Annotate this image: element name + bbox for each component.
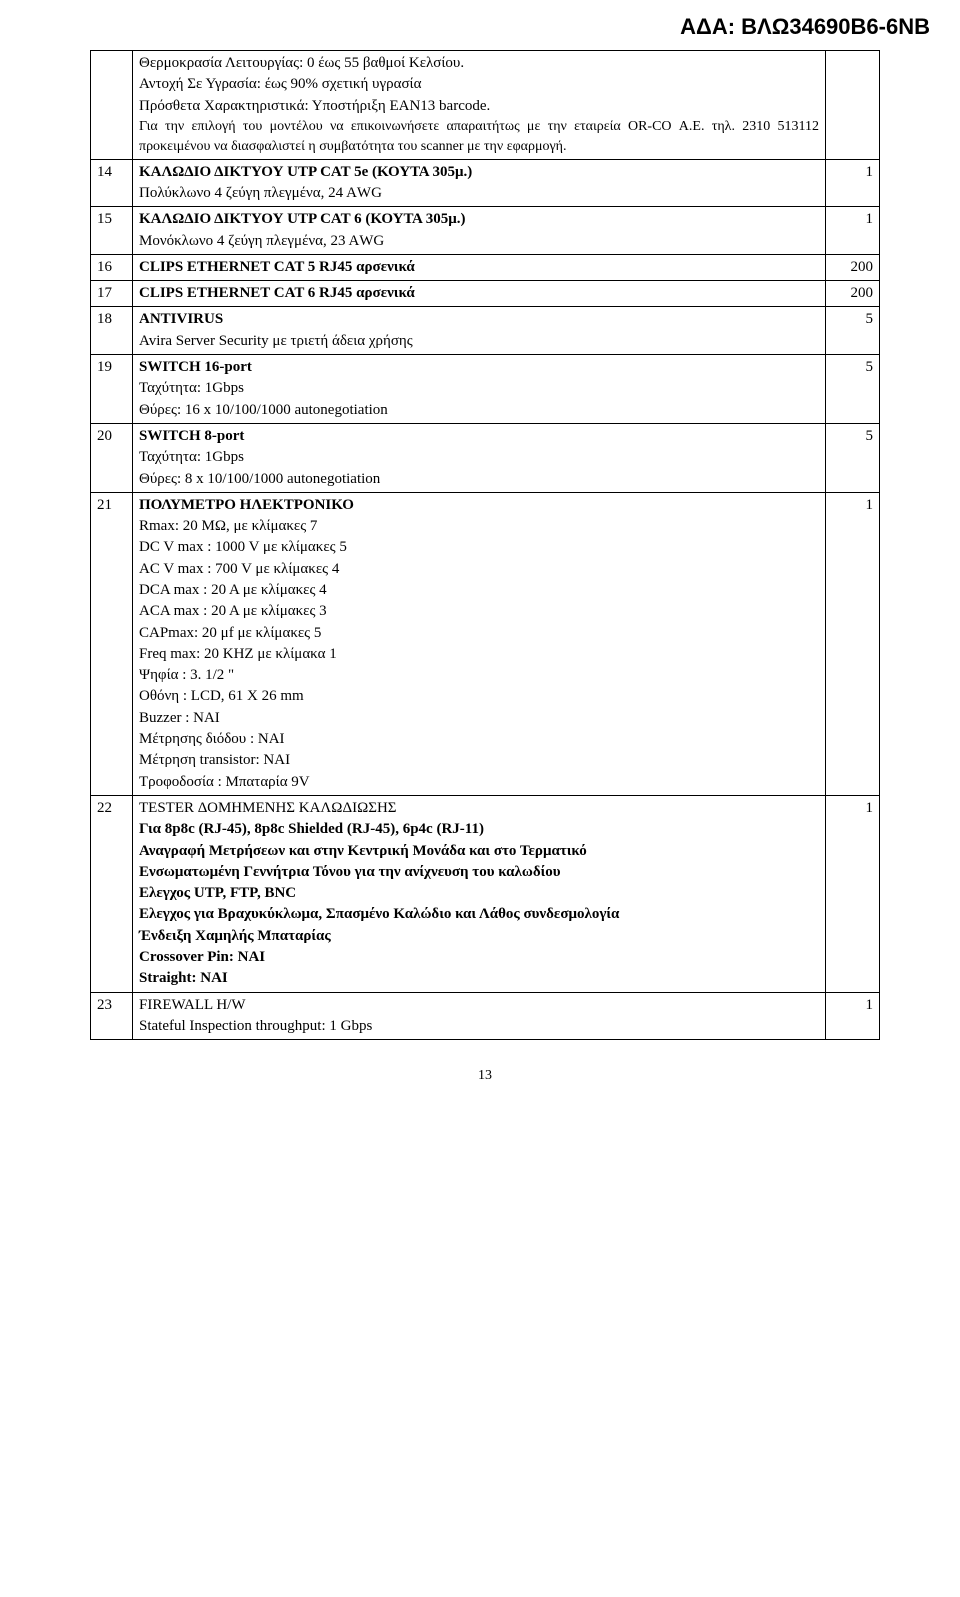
row-desc: ΠΟΛΥΜΕΤΡΟ ΗΛΕΚΤΡΟΝΙΚΟRmax: 20 MΩ, με κλί… bbox=[133, 492, 826, 795]
row-desc: ΚΑΛΩΔΙΟ ΔΙΚΤΥΟΥ UTP CAT 5e (ΚΟΥΤΑ 305μ.)… bbox=[133, 159, 826, 207]
table-row: 18ANTIVIRUSAvira Server Security με τριε… bbox=[91, 307, 880, 355]
row-qty: 5 bbox=[826, 307, 880, 355]
row-qty: 1 bbox=[826, 492, 880, 795]
table-row: 20SWITCH 8-portΤαχύτητα: 1GbpsΘύρες: 8 x… bbox=[91, 423, 880, 492]
page-number: 13 bbox=[90, 1068, 880, 1104]
row-num: 23 bbox=[91, 992, 133, 1040]
row-qty: 5 bbox=[826, 355, 880, 424]
row-qty: 5 bbox=[826, 423, 880, 492]
table-row: 17CLIPS ETHERNET CAT 6 RJ45 αρσενικά200 bbox=[91, 281, 880, 307]
header-code: ΑΔΑ: ΒΛΩ34690Β6-6ΝΒ bbox=[0, 0, 960, 50]
table-row: 19SWITCH 16-portΤαχύτητα: 1GbpsΘύρες: 16… bbox=[91, 355, 880, 424]
row-qty: 1 bbox=[826, 992, 880, 1040]
row-num: 19 bbox=[91, 355, 133, 424]
table-row: 23FIREWALL H/WStateful Inspection throug… bbox=[91, 992, 880, 1040]
row-num: 20 bbox=[91, 423, 133, 492]
row-qty: 1 bbox=[826, 159, 880, 207]
row-qty: 1 bbox=[826, 795, 880, 992]
row-desc: ΚΑΛΩΔΙΟ ΔΙΚΤΥΟΥ UTP CAT 6 (ΚΟΥΤΑ 305μ.)Μ… bbox=[133, 207, 826, 255]
row-desc: SWITCH 16-portΤαχύτητα: 1GbpsΘύρες: 16 x… bbox=[133, 355, 826, 424]
row-num: 21 bbox=[91, 492, 133, 795]
row-num: 15 bbox=[91, 207, 133, 255]
table-row: Θερμοκρασία Λειτουργίας: 0 έως 55 βαθμοί… bbox=[91, 51, 880, 160]
row-num: 14 bbox=[91, 159, 133, 207]
spec-table: Θερμοκρασία Λειτουργίας: 0 έως 55 βαθμοί… bbox=[90, 50, 880, 1040]
row-desc: Θερμοκρασία Λειτουργίας: 0 έως 55 βαθμοί… bbox=[133, 51, 826, 160]
table-row: 16CLIPS ETHERNET CAT 5 RJ45 αρσενικά200 bbox=[91, 254, 880, 280]
row-num: 18 bbox=[91, 307, 133, 355]
page-body: Θερμοκρασία Λειτουργίας: 0 έως 55 βαθμοί… bbox=[0, 50, 960, 1104]
row-desc: CLIPS ETHERNET CAT 5 RJ45 αρσενικά bbox=[133, 254, 826, 280]
row-desc: ANTIVIRUSAvira Server Security με τριετή… bbox=[133, 307, 826, 355]
row-desc: CLIPS ETHERNET CAT 6 RJ45 αρσενικά bbox=[133, 281, 826, 307]
table-row: 15ΚΑΛΩΔΙΟ ΔΙΚΤΥΟΥ UTP CAT 6 (ΚΟΥΤΑ 305μ.… bbox=[91, 207, 880, 255]
row-num: 16 bbox=[91, 254, 133, 280]
row-qty: 200 bbox=[826, 254, 880, 280]
table-row: 22TESTER ΔΟΜΗΜΕΝΗΣ ΚΑΛΩΔΙΩΣΗΣΓια 8p8c (R… bbox=[91, 795, 880, 992]
row-desc: FIREWALL H/WStateful Inspection throughp… bbox=[133, 992, 826, 1040]
row-num: 17 bbox=[91, 281, 133, 307]
row-desc: SWITCH 8-portΤαχύτητα: 1GbpsΘύρες: 8 x 1… bbox=[133, 423, 826, 492]
row-num bbox=[91, 51, 133, 160]
row-num: 22 bbox=[91, 795, 133, 992]
row-qty: 1 bbox=[826, 207, 880, 255]
row-desc: TESTER ΔΟΜΗΜΕΝΗΣ ΚΑΛΩΔΙΩΣΗΣΓια 8p8c (RJ-… bbox=[133, 795, 826, 992]
row-qty bbox=[826, 51, 880, 160]
table-row: 14ΚΑΛΩΔΙΟ ΔΙΚΤΥΟΥ UTP CAT 5e (ΚΟΥΤΑ 305μ… bbox=[91, 159, 880, 207]
row-qty: 200 bbox=[826, 281, 880, 307]
table-row: 21ΠΟΛΥΜΕΤΡΟ ΗΛΕΚΤΡΟΝΙΚΟRmax: 20 MΩ, με κ… bbox=[91, 492, 880, 795]
